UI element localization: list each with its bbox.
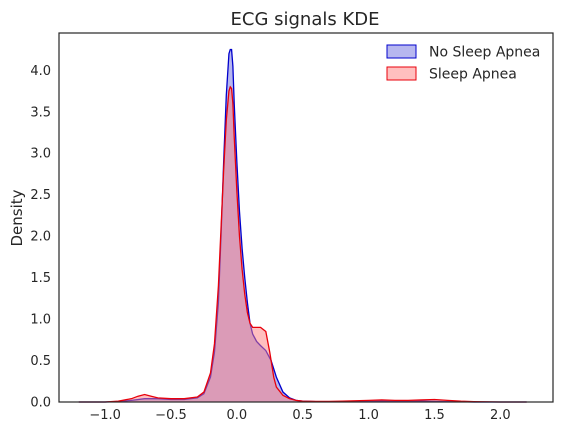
y-axis-label: Density <box>8 189 26 246</box>
legend-label-0: No Sleep Apnea <box>429 45 540 61</box>
x-tick-label: 1.5 <box>424 408 445 423</box>
legend: No Sleep Apnea Sleep Apnea <box>386 44 540 83</box>
y-tick-label: 4.0 <box>30 64 51 79</box>
x-tick-label: 2.0 <box>490 408 511 423</box>
y-tick-label: 1.5 <box>30 271 51 286</box>
y-tick-label: 0.0 <box>30 396 51 411</box>
y-tick-label: 0.5 <box>30 354 51 369</box>
series-line-1 <box>78 85 527 403</box>
x-tick-label: −1.0 <box>89 408 121 423</box>
y-tick-label: 2.5 <box>30 188 51 203</box>
series-layer <box>78 48 527 403</box>
x-tick-label: 1.0 <box>358 408 379 423</box>
plot-background <box>59 33 553 402</box>
x-tick-label: 0.5 <box>292 408 313 423</box>
y-tick-label: 3.0 <box>30 147 51 162</box>
legend-swatch-1 <box>386 66 417 81</box>
legend-swatch-0 <box>386 44 417 59</box>
axes-frame <box>58 32 554 403</box>
axes-layer: −1.0 −0.5 0.0 0.5 1.0 1.5 2.0 0.0 0.5 1.0 1.5 2.0 2.… <box>30 32 554 423</box>
y-tick-label: 2.0 <box>30 230 51 245</box>
legend-label-1: Sleep Apnea <box>429 67 517 83</box>
y-tick-label: 1.0 <box>30 313 51 328</box>
x-tick-label: −0.5 <box>155 408 187 423</box>
plot-area <box>59 33 553 402</box>
y-tick-label: 3.5 <box>30 105 51 120</box>
chart-title: ECG signals KDE <box>231 9 380 30</box>
x-tick-label: 0.0 <box>226 408 247 423</box>
